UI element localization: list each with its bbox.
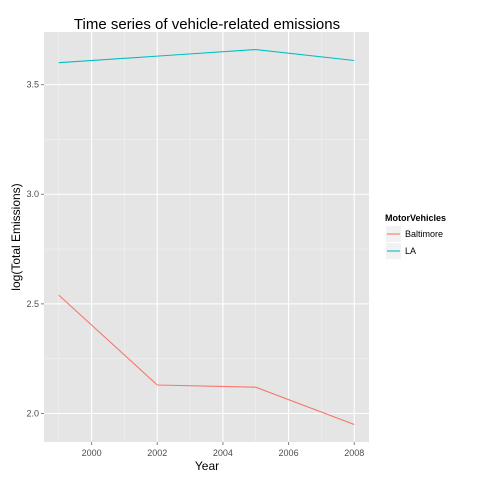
chart-title: Time series of vehicle-related emissions <box>74 16 340 33</box>
grid-major <box>44 32 369 442</box>
legend: MotorVehicles Baltimore LA <box>385 213 446 259</box>
y-tick-label: 3.5 <box>26 80 39 90</box>
plot-panel <box>44 32 369 442</box>
y-tick-label: 3.0 <box>26 189 39 199</box>
x-axis: 2000 2002 2004 2006 2008 <box>82 442 364 458</box>
x-tick-label: 2002 <box>147 448 167 458</box>
legend-label-la: LA <box>405 246 416 256</box>
x-tick-label: 2008 <box>344 448 364 458</box>
x-tick-label: 2006 <box>279 448 299 458</box>
x-tick-label: 2000 <box>82 448 102 458</box>
series-line-baltimore <box>58 294 355 425</box>
legend-label-baltimore: Baltimore <box>405 229 443 239</box>
legend-title: MotorVehicles <box>385 213 446 223</box>
x-tick-label: 2004 <box>213 448 233 458</box>
y-tick-label: 2.5 <box>26 299 39 309</box>
y-axis: 2.0 2.5 3.0 3.5 <box>26 80 44 418</box>
series-line-la <box>58 48 355 64</box>
y-axis-title: log(Total Emissions) <box>9 183 23 290</box>
series-lines <box>58 48 355 425</box>
x-axis-title: Year <box>195 459 219 473</box>
y-tick-label: 2.0 <box>26 408 39 418</box>
grid-minor <box>44 32 369 442</box>
